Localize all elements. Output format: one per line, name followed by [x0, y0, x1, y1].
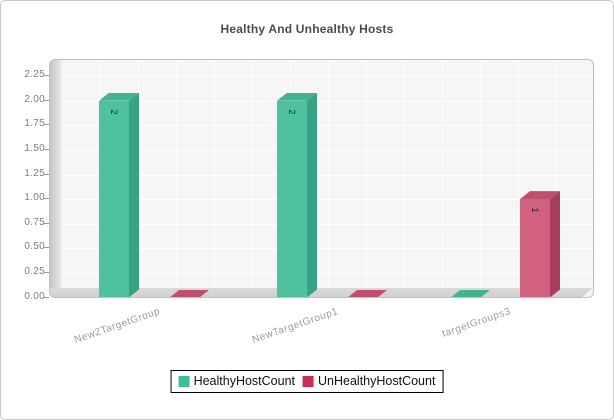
gridline-vertical: [404, 60, 405, 292]
bar-value-label: 1: [530, 207, 540, 213]
x-tick-label-New2TargetGroup: New2TargetGroup: [72, 306, 162, 346]
gridline-horizontal: [62, 199, 593, 201]
y-tick-dash: [43, 296, 49, 298]
plot-left-wall: [50, 60, 62, 297]
y-tick-label: 2.00: [24, 93, 45, 105]
y-tick-label: 2.25: [24, 69, 45, 81]
y-tick-dash: [43, 173, 49, 175]
legend-swatch-HealthyHostCount: [178, 375, 190, 387]
plot-floor: [50, 288, 593, 297]
bar-UnHealthyHostCount-targetGroups3-side: [550, 191, 560, 297]
bar-UnHealthyHostCount-NewTargetGroup1-flat: [347, 290, 387, 298]
y-tick-label: 1.25: [24, 167, 45, 179]
gridline-vertical: [518, 60, 519, 292]
legend: HealthyHostCount UnHealthyHostCount: [170, 370, 444, 393]
chart-title: Healthy And Unhealthy Hosts: [220, 22, 394, 36]
bar-UnHealthyHostCount-targetGroups3-top: [520, 191, 560, 199]
y-tick-dash: [43, 124, 49, 126]
gridline-vertical: [442, 60, 443, 292]
gridline-vertical: [556, 60, 557, 292]
bar-HealthyHostCount-NewTargetGroup1-top: [277, 93, 317, 101]
y-tick-label: 0.50: [24, 241, 45, 253]
gridline-horizontal: [62, 223, 593, 225]
legend-label: UnHealthyHostCount: [318, 374, 436, 388]
y-tick-dash: [43, 99, 49, 101]
gridline-vertical: [176, 60, 177, 292]
bar-HealthyHostCount-New2TargetGroup-side: [129, 93, 139, 298]
y-tick-label: 1.00: [24, 192, 45, 204]
bar-UnHealthyHostCount-New2TargetGroup-flat: [169, 290, 209, 298]
bar-HealthyHostCount-New2TargetGroup-top: [99, 93, 139, 101]
bar-UnHealthyHostCount-targetGroups3-front: [520, 199, 550, 297]
y-tick-dash: [43, 75, 49, 77]
bar-value-label: 2: [109, 109, 119, 115]
gridline-horizontal: [62, 100, 593, 102]
bar-HealthyHostCount-NewTargetGroup1-front: [277, 100, 307, 297]
gridline-horizontal: [62, 125, 593, 127]
bar-HealthyHostCount-targetGroups3-flat: [450, 290, 490, 298]
bar-HealthyHostCount-NewTargetGroup1-side: [307, 93, 317, 298]
y-tick-label: 1.75: [24, 118, 45, 130]
bar-value-label: 2: [287, 109, 297, 115]
y-tick-label: 0.25: [24, 265, 45, 277]
gridline-vertical: [214, 60, 215, 292]
legend-label: HealthyHostCount: [193, 374, 296, 388]
gridline-vertical: [252, 60, 253, 292]
y-tick-label: 0.00: [24, 290, 45, 302]
legend-entry-HealthyHostCount: HealthyHostCount: [178, 374, 296, 388]
x-tick-label-targetGroups3: targetGroups3: [441, 306, 513, 340]
gridline-horizontal: [62, 76, 593, 78]
x-tick-label-NewTargetGroup1: NewTargetGroup1: [250, 306, 340, 346]
bar-HealthyHostCount-New2TargetGroup-front: [99, 100, 129, 297]
gridline-horizontal: [62, 174, 593, 176]
y-tick-dash: [43, 247, 49, 249]
gridline-horizontal: [62, 248, 593, 250]
legend-swatch-UnHealthyHostCount: [303, 375, 315, 387]
y-tick-label: 1.50: [24, 142, 45, 154]
gridline-vertical: [328, 60, 329, 292]
y-tick-label: 0.75: [24, 216, 45, 228]
y-tick-dash: [43, 271, 49, 273]
y-tick-dash: [43, 148, 49, 150]
gridline-horizontal: [62, 149, 593, 151]
gridline-vertical: [366, 60, 367, 292]
legend-entry-UnHealthyHostCount: UnHealthyHostCount: [303, 374, 435, 388]
plot-area: 2 2 1: [49, 59, 594, 298]
gridline-vertical: [480, 60, 481, 292]
gridline-horizontal: [62, 272, 593, 274]
y-tick-dash: [43, 222, 49, 224]
y-tick-dash: [43, 198, 49, 200]
